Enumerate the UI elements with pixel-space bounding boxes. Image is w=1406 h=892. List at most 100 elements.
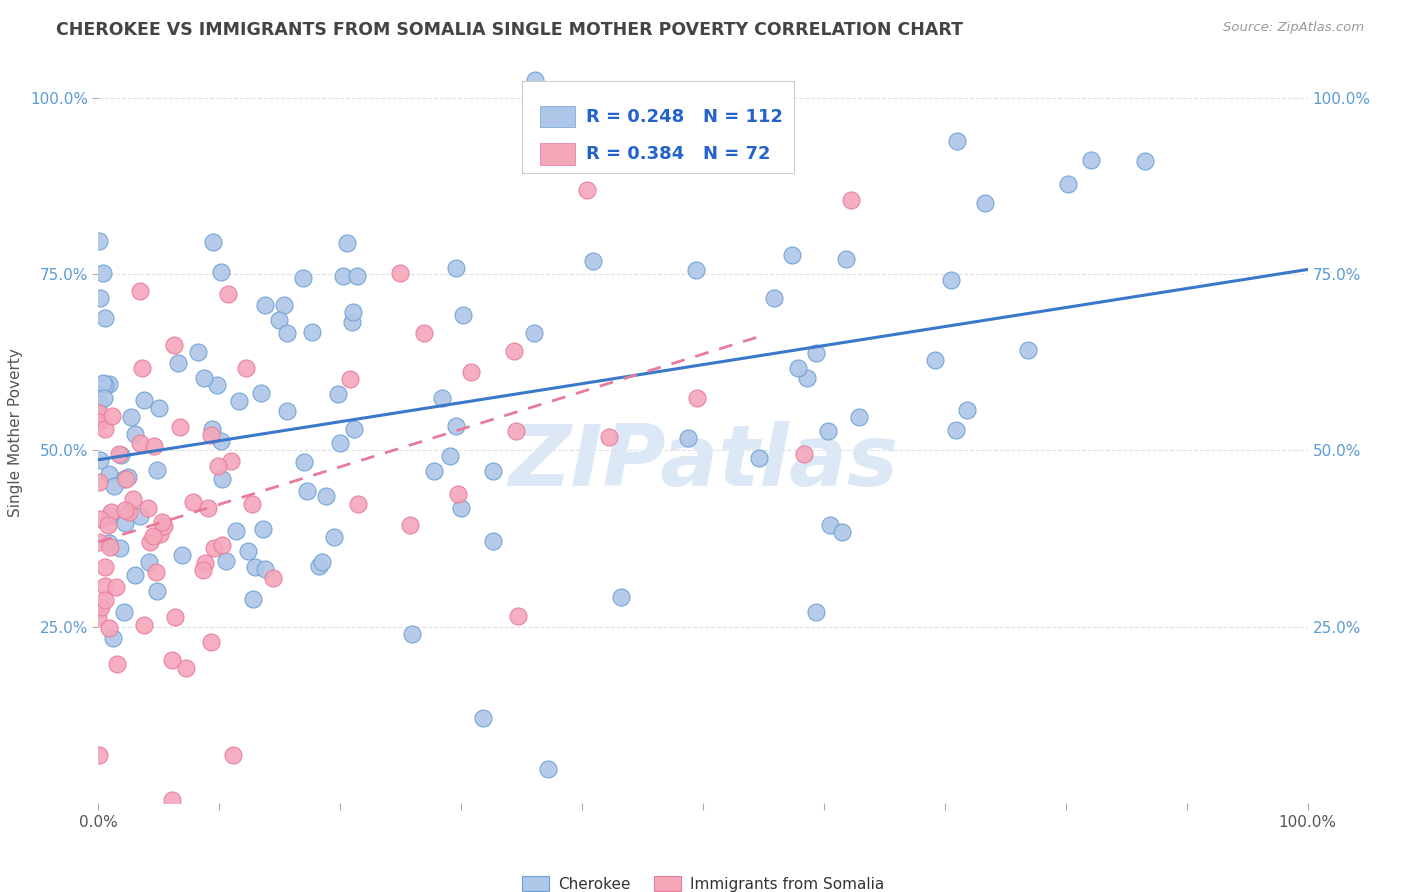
Point <box>193 371 215 385</box>
Point <box>804 346 827 360</box>
Point <box>118 505 141 519</box>
Point <box>225 524 247 539</box>
Point <box>439 449 461 463</box>
Text: CHEROKEE VS IMMIGRANTS FROM SOMALIA SINGLE MOTHER POVERTY CORRELATION CHART: CHEROKEE VS IMMIGRANTS FROM SOMALIA SING… <box>56 21 963 38</box>
Point <box>346 497 368 511</box>
Point <box>146 584 169 599</box>
Point <box>209 434 232 448</box>
Point <box>273 298 295 312</box>
Point <box>804 605 827 619</box>
Point <box>146 463 169 477</box>
Point <box>973 196 995 211</box>
Text: R = 0.248   N = 112: R = 0.248 N = 112 <box>586 108 783 126</box>
Point <box>235 361 257 376</box>
Point <box>388 267 411 281</box>
Point <box>945 134 967 148</box>
Point <box>578 143 600 157</box>
Point <box>167 356 190 370</box>
Point <box>685 263 707 277</box>
Point <box>162 337 184 351</box>
Point <box>460 365 482 379</box>
Point <box>1017 343 1039 358</box>
Point <box>401 626 423 640</box>
Point <box>430 391 453 405</box>
Point <box>97 517 120 532</box>
Point <box>763 291 786 305</box>
Point <box>575 183 598 197</box>
Point <box>326 387 349 401</box>
Point <box>197 501 219 516</box>
Point <box>134 392 156 407</box>
Point <box>91 266 114 280</box>
Point <box>291 270 314 285</box>
Point <box>142 529 165 543</box>
Point <box>207 378 229 392</box>
Point <box>87 610 110 624</box>
Point <box>200 635 222 649</box>
Point <box>276 403 298 417</box>
Point <box>676 431 699 445</box>
Point <box>524 73 547 87</box>
Point <box>117 470 139 484</box>
Point <box>87 747 110 762</box>
Point <box>200 428 222 442</box>
Point <box>598 430 620 444</box>
Point <box>121 491 143 506</box>
Point <box>112 472 135 486</box>
Point <box>796 371 818 385</box>
Point <box>101 631 124 645</box>
Text: ZIPatlas: ZIPatlas <box>508 421 898 504</box>
Point <box>686 391 709 405</box>
Point <box>94 422 117 436</box>
Point <box>150 515 173 529</box>
Point <box>311 555 333 569</box>
Point <box>787 361 810 376</box>
Point <box>89 453 111 467</box>
Point <box>132 617 155 632</box>
Point <box>222 747 245 762</box>
Point <box>172 549 194 563</box>
Point <box>505 424 527 438</box>
Point <box>93 579 115 593</box>
Point <box>87 406 110 420</box>
Point <box>322 530 344 544</box>
Point <box>340 315 363 329</box>
Point <box>215 554 238 568</box>
Point <box>160 653 183 667</box>
Point <box>254 298 277 312</box>
Point <box>105 657 128 671</box>
Point <box>191 563 214 577</box>
Point <box>254 562 277 576</box>
Point <box>508 609 530 624</box>
Point <box>228 394 250 409</box>
Point <box>292 455 315 469</box>
Point <box>108 541 131 556</box>
Point <box>91 376 114 390</box>
Point <box>97 535 120 549</box>
Point <box>582 254 605 268</box>
Point <box>1135 154 1157 169</box>
Point <box>336 235 359 250</box>
Point <box>138 555 160 569</box>
Point <box>451 308 474 322</box>
Point <box>342 305 364 319</box>
Point <box>97 377 120 392</box>
Point <box>128 508 150 523</box>
Point <box>482 464 505 478</box>
Point <box>94 593 117 607</box>
Point <box>211 538 233 552</box>
Point <box>269 313 291 327</box>
FancyBboxPatch shape <box>522 81 793 173</box>
Point <box>98 540 121 554</box>
Point <box>831 524 853 539</box>
Point <box>537 762 560 776</box>
Point <box>841 193 863 207</box>
Point <box>1080 153 1102 167</box>
Point <box>94 311 117 326</box>
Point <box>94 560 117 574</box>
Point <box>187 344 209 359</box>
Point <box>301 325 323 339</box>
Point <box>219 454 242 468</box>
Point <box>89 534 111 549</box>
Point <box>308 559 330 574</box>
